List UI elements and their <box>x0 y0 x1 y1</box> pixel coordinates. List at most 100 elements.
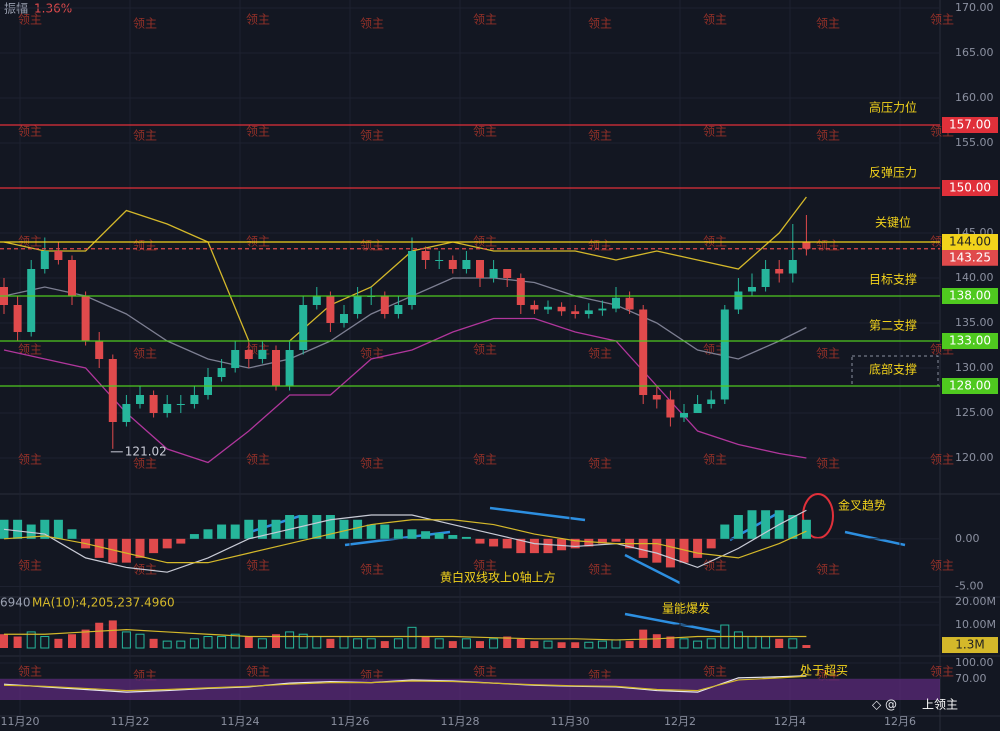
macd-bar <box>421 531 431 539</box>
volume-bar <box>775 638 784 648</box>
macd-bar <box>312 515 322 539</box>
candle-body <box>176 404 185 405</box>
macd-bar <box>652 538 662 563</box>
candle-body <box>149 395 158 413</box>
macd-bar <box>801 519 811 539</box>
volume-bar <box>217 636 227 649</box>
candle-body <box>435 260 444 261</box>
macd-bar <box>502 538 512 549</box>
watermark: 领主 <box>246 665 270 679</box>
volume-bar <box>571 642 580 648</box>
highlight-circle <box>802 493 834 539</box>
macd-bar <box>584 538 594 547</box>
y-tick-label: 155.00 <box>955 136 994 149</box>
candle-body <box>231 350 240 368</box>
volume-bar <box>176 640 186 649</box>
candle-body <box>734 291 743 310</box>
watermark: 领主 <box>246 559 270 573</box>
macd-bar <box>489 538 499 547</box>
macd-bar <box>747 510 757 539</box>
y-tick-label: 140.00 <box>955 271 994 284</box>
macd-bar <box>761 510 771 539</box>
volume-bar <box>461 638 471 649</box>
watermark: 领主 <box>703 665 727 679</box>
candle-body <box>544 306 552 310</box>
volume-bar <box>557 642 566 648</box>
last-volume-tag <box>942 637 998 654</box>
level-label: 150.00 <box>949 181 991 195</box>
candle-body <box>489 269 498 278</box>
candle-body <box>285 350 294 386</box>
level-tag <box>942 180 998 196</box>
volume-bar <box>203 636 213 649</box>
candle-body <box>775 269 784 274</box>
candle-body <box>584 310 593 314</box>
x-tick-label: 12月6 <box>884 715 916 728</box>
watermark: 领主 <box>246 453 270 467</box>
candle-body <box>693 404 702 413</box>
level-label: 128.00 <box>949 379 991 393</box>
watermark: 领主 <box>588 563 612 577</box>
level-note: 底部支撑 <box>869 362 917 377</box>
candle-body <box>476 260 484 278</box>
candle-body <box>761 269 770 287</box>
volume-bar <box>298 633 308 649</box>
watermark: 领主 <box>360 563 384 577</box>
macd-bar <box>244 519 254 539</box>
watermark: 领主 <box>930 453 954 467</box>
candle-body <box>312 296 321 305</box>
watermark: 领主 <box>360 17 384 31</box>
volume-bar <box>476 641 484 648</box>
watermark: 领主 <box>816 563 840 577</box>
watermark: 领主 <box>703 453 727 467</box>
volume-bar <box>13 636 22 648</box>
level-label: 144.00 <box>949 235 991 249</box>
candle-body <box>122 404 131 422</box>
volume-bar <box>272 634 280 648</box>
volume-bar <box>189 638 199 649</box>
candle-body <box>244 350 253 359</box>
volume-bar <box>693 640 703 649</box>
volume-bar <box>434 638 444 649</box>
candle-body <box>707 399 716 404</box>
level-tag <box>942 117 998 133</box>
watermark: 领主 <box>360 457 384 471</box>
volume-bar <box>652 634 661 648</box>
level-note: 反弹压力 <box>869 166 917 180</box>
y-tick-label: 170.00 <box>955 1 994 14</box>
x-tick-label: 11月24 <box>221 715 260 728</box>
y-tick-label: 10.00M <box>955 618 996 631</box>
candle-body <box>666 399 675 418</box>
candle-body <box>516 278 525 305</box>
x-tick-label: 11月20 <box>1 715 40 728</box>
watermark: 领主 <box>473 559 497 573</box>
brand: 上领主 <box>922 698 958 712</box>
watermark: 领主 <box>473 125 497 139</box>
watermark: 领主 <box>133 17 157 31</box>
candle-body <box>612 297 620 309</box>
watermark: 领主 <box>588 17 612 31</box>
watermark: 领主 <box>473 13 497 27</box>
volume-bar <box>40 636 50 649</box>
level-label: 138.00 <box>949 289 991 303</box>
volume-bar <box>108 620 117 648</box>
candle-body <box>299 305 308 350</box>
macd-bar <box>203 529 213 539</box>
watermark: 领主 <box>133 239 157 253</box>
macd-bar <box>407 529 417 539</box>
y-tick-label: 160.00 <box>955 91 994 104</box>
y-tick-label: 70.00 <box>955 672 987 685</box>
candle-body <box>353 296 362 314</box>
volume-bar <box>666 636 675 648</box>
watermark: 领主 <box>816 239 840 253</box>
volume-bar <box>54 638 63 648</box>
watermark: 领主 <box>18 343 42 357</box>
level-tag <box>942 288 998 304</box>
macd-bar <box>53 519 63 539</box>
candle-body <box>680 413 688 418</box>
x-tick-label: 11月28 <box>441 715 480 728</box>
volume-bar <box>421 636 430 648</box>
candle-body <box>394 305 403 314</box>
watermark: 领主 <box>703 13 727 27</box>
macd-bar <box>176 538 186 544</box>
